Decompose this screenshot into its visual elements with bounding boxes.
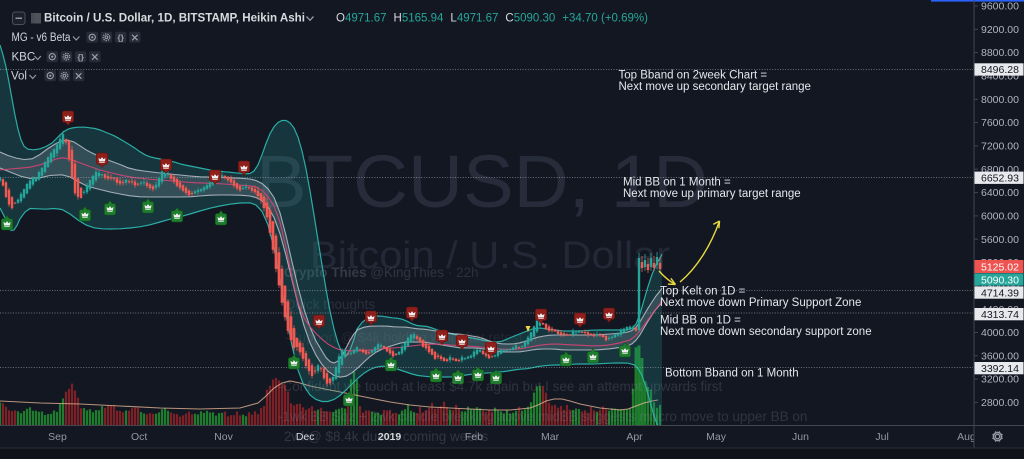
svg-text:Oct: Oct <box>131 431 147 443</box>
svg-text:6652.93: 6652.93 <box>981 173 1019 185</box>
svg-text:Feb: Feb <box>465 431 483 443</box>
svg-text:Mid BB on 1 Month =: Mid BB on 1 Month = <box>623 177 731 189</box>
svg-text:3600.00: 3600.00 <box>981 350 1019 362</box>
svg-text:Bitcoin / U.S. Dollar: Bitcoin / U.S. Dollar <box>310 235 670 277</box>
svg-text:7200.00: 7200.00 <box>981 141 1019 153</box>
svg-text:Mid BB on 1D =: Mid BB on 1D = <box>660 315 741 327</box>
svg-text:Next move up primary target ra: Next move up primary target range <box>623 188 801 200</box>
svg-text:9200.00: 9200.00 <box>981 24 1019 36</box>
svg-text:MG - v6 Beta: MG - v6 Beta <box>12 32 72 44</box>
svg-text:-Confident we touch at least $: -Confident we touch at least $4.7k again… <box>278 379 723 394</box>
svg-text:{}: {} <box>77 52 84 62</box>
svg-text:-1wk BB Sqz + 2wk candle break: -1wk BB Sqz + 2wk candle breaking above … <box>278 409 807 424</box>
svg-text:Nov: Nov <box>214 431 233 443</box>
svg-text:3200.00: 3200.00 <box>981 374 1019 386</box>
svg-text:5125.02: 5125.02 <box>981 261 1019 273</box>
svg-text:Next move down secondary suppo: Next move down secondary support zone <box>660 326 872 338</box>
svg-text:BTCUSD, 1D: BTCUSD, 1D <box>256 140 708 223</box>
svg-text:Dec: Dec <box>296 431 315 443</box>
svg-text:8000.00: 8000.00 <box>981 94 1019 106</box>
svg-text:2019: 2019 <box>378 431 402 443</box>
svg-text:Next move up secondary target: Next move up secondary target range <box>619 81 811 93</box>
svg-text:7600.00: 7600.00 <box>981 117 1019 129</box>
svg-text:Sep: Sep <box>48 431 67 443</box>
svg-text:Next move down Primary Support: Next move down Primary Support Zone <box>660 297 861 309</box>
svg-text:Quick thoughts: Quick thoughts <box>285 297 375 312</box>
svg-text:6400.00: 6400.00 <box>981 187 1019 199</box>
svg-text:4313.74: 4313.74 <box>981 309 1019 321</box>
svg-text:May: May <box>706 431 727 443</box>
svg-text:4714.39: 4714.39 <box>981 287 1019 299</box>
svg-text:Jul: Jul <box>875 431 888 443</box>
svg-text:8800.00: 8800.00 <box>981 47 1019 59</box>
svg-text:Jun: Jun <box>792 431 809 443</box>
svg-text:Apr: Apr <box>626 431 643 443</box>
svg-text:Aug: Aug <box>957 431 976 443</box>
svg-text:Bitcoin / U.S. Dollar, 1D, BIT: Bitcoin / U.S. Dollar, 1D, BITSTAMP, Hei… <box>44 11 305 25</box>
svg-text:Top Bband on 2week Chart =: Top Bband on 2week Chart = <box>619 70 768 82</box>
svg-text:Top Kelt on 1D =: Top Kelt on 1D = <box>660 286 746 298</box>
svg-text:4000.00: 4000.00 <box>981 327 1019 339</box>
svg-text:2wk@ $8.4k due in coming weeks: 2wk@ $8.4k due in coming weeks <box>284 429 489 444</box>
svg-text:5600.00: 5600.00 <box>981 234 1019 246</box>
svg-text:3392.14: 3392.14 <box>981 363 1019 375</box>
svg-text:6000.00: 6000.00 <box>981 211 1019 223</box>
svg-text:Bottom Bband on 1 Month: Bottom Bband on 1 Month <box>665 368 799 380</box>
svg-text:Mar: Mar <box>541 431 560 443</box>
svg-text:5090.30: 5090.30 <box>981 274 1019 286</box>
svg-text:KBC: KBC <box>12 52 36 64</box>
svg-text:Crypto Thies @KingThies · 22h: Crypto Thies @KingThies · 22h <box>284 265 479 280</box>
svg-text:8496.28: 8496.28 <box>981 64 1019 76</box>
svg-text:Vol: Vol <box>11 71 27 83</box>
svg-text:{}: {} <box>117 32 124 42</box>
svg-text:9600.00: 9600.00 <box>981 1 1019 13</box>
svg-text:2800.00: 2800.00 <box>981 397 1019 409</box>
